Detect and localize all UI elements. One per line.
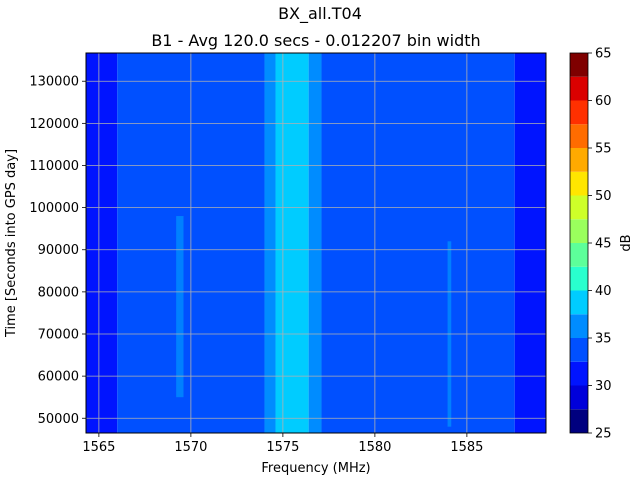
colorbar-tick-label: 40 [595, 284, 612, 299]
colorbar-ticks: 25 30 35 40 45 50 55 60 65 [588, 47, 612, 442]
y-tick-label: 130000 [29, 75, 79, 90]
y-tick-label: 70000 [38, 327, 79, 342]
heatmap-band [86, 53, 118, 433]
grid-lines [86, 53, 546, 433]
colorbar-segment [570, 409, 588, 433]
x-tick-label: 1575 [266, 440, 299, 455]
chart-title: BX_all.T04 [278, 4, 362, 24]
heatmap-band [514, 53, 546, 433]
colorbar-segment [570, 219, 588, 243]
colorbar-segment [570, 361, 588, 386]
heatmap-band [308, 53, 322, 433]
colorbar-segment [570, 266, 588, 291]
y-tick-label: 80000 [38, 285, 79, 300]
colorbar-segment [570, 100, 588, 125]
colorbar-tick-label: 65 [595, 47, 612, 62]
heatmap-band [275, 53, 309, 433]
plot-frame [85, 52, 547, 434]
colorbar-segment [570, 385, 588, 410]
x-tick-label: 1570 [174, 440, 207, 455]
colorbar-label: dB [619, 234, 634, 251]
y-axis-ticks: 50000 60000 70000 80000 90000 100000 110000 120… [29, 75, 86, 427]
colorbar-tick-label: 45 [595, 237, 612, 252]
colorbar-segment [570, 76, 588, 101]
y-tick-label: 120000 [29, 117, 79, 132]
heatmap-band [264, 53, 276, 433]
colorbar-segment [570, 290, 588, 315]
colorbar-tick-label: 50 [595, 189, 612, 204]
x-axis-ticks: 1565 1570 1575 1580 1585 [82, 433, 483, 455]
y-tick-label: 100000 [29, 201, 79, 216]
colorbar-segment [570, 314, 588, 338]
colorbar-tick-label: 35 [595, 332, 612, 347]
colorbar-segment [570, 338, 588, 362]
x-tick-label: 1585 [450, 440, 483, 455]
y-axis-label: Time [Seconds into GPS day] [4, 149, 19, 338]
y-tick-label: 50000 [38, 412, 79, 427]
colorbar-segment [570, 243, 588, 267]
y-tick-label: 110000 [29, 159, 79, 174]
colorbar-tick-label: 55 [595, 142, 612, 157]
chart-subtitle: B1 - Avg 120.0 secs - 0.012207 bin width [151, 31, 480, 50]
heatmap-band [321, 53, 515, 433]
y-tick-label: 90000 [38, 243, 79, 258]
y-tick-label: 60000 [38, 370, 79, 385]
colorbar [569, 52, 589, 434]
x-axis-label: Frequency (MHz) [261, 461, 370, 476]
colorbar-segment [570, 53, 588, 77]
x-tick-label: 1580 [358, 440, 391, 455]
heatmap-feature [176, 216, 184, 398]
colorbar-segment [570, 124, 588, 148]
colorbar-segment [570, 171, 588, 196]
colorbar-tick-label: 25 [595, 427, 612, 442]
colorbar-tick-label: 60 [595, 94, 612, 109]
colorbar-segment [570, 195, 588, 220]
colorbar-tick-label: 30 [595, 379, 612, 394]
x-tick-label: 1565 [82, 440, 115, 455]
colorbar-segment [570, 148, 588, 172]
